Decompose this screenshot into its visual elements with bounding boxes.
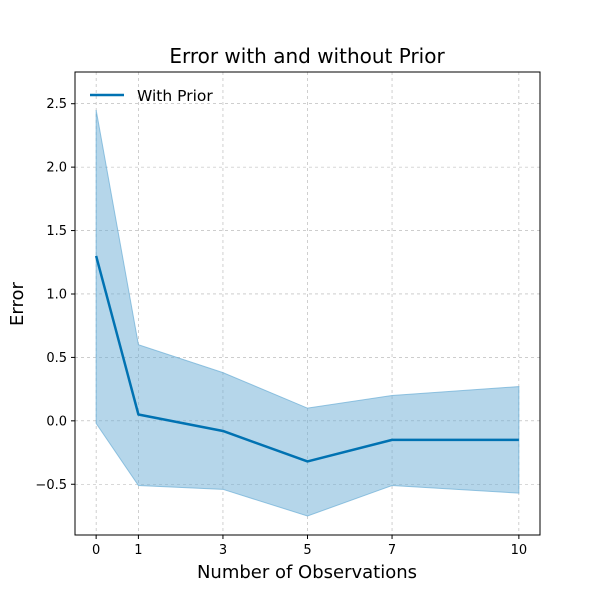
- y-tick-label: −0.5: [35, 478, 67, 493]
- series-line-layer: [94, 255, 519, 463]
- x-tick-label: 1: [134, 543, 142, 558]
- legend-label-with-prior: With Prior: [137, 87, 213, 105]
- x-tick-label: 0: [92, 543, 100, 558]
- y-axis-ticks: −0.5 0.0 0.5 1.0 1.5 2.0 2.5: [35, 97, 75, 493]
- confidence-band: [95, 109, 520, 517]
- confidence-band-layer: [95, 109, 520, 517]
- y-tick-label: 0.0: [46, 414, 67, 429]
- y-tick-label: 2.0: [46, 161, 67, 176]
- x-tick-label: 3: [219, 543, 227, 558]
- y-axis-label: Error: [7, 281, 28, 325]
- y-tick-label: 1.5: [46, 224, 67, 239]
- y-tick-label: 2.5: [46, 97, 67, 112]
- series-line-with-prior: [94, 255, 519, 463]
- x-axis-ticks: 0 1 3 5 7 10: [92, 535, 527, 558]
- x-tick-label: 5: [303, 543, 311, 558]
- x-axis-label: Number of Observations: [197, 562, 417, 583]
- x-tick-label: 10: [511, 543, 528, 558]
- y-tick-label: 1.0: [46, 287, 67, 302]
- y-tick-label: 0.5: [46, 351, 67, 366]
- chart-title: Error with and without Prior: [169, 44, 445, 68]
- x-tick-label: 7: [388, 543, 396, 558]
- legend: With Prior: [90, 87, 213, 105]
